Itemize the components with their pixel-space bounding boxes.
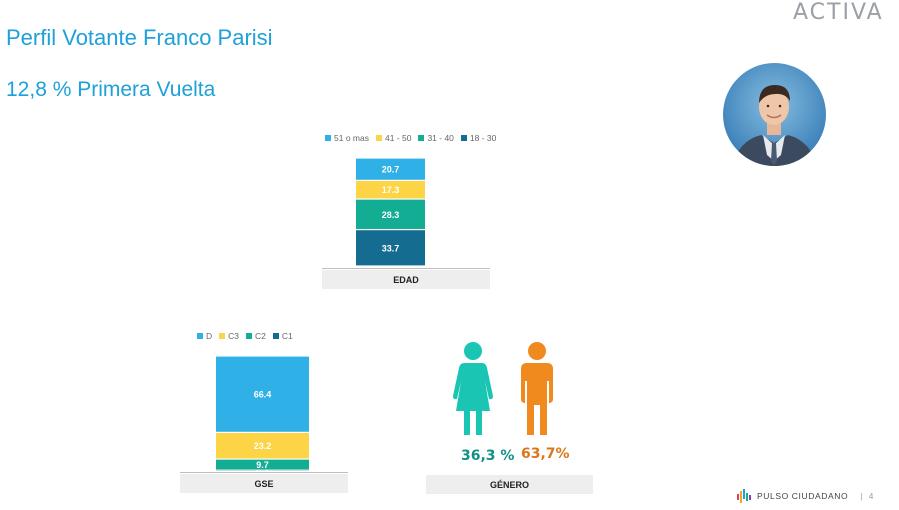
edad-bar-segment: [356, 158, 425, 180]
edad-bar-segment: [356, 180, 425, 199]
edad-legend: 51 o mas 41 - 50 31 - 40 18 - 30: [325, 133, 496, 143]
footer-brand: PULSO CIUDADANO: [757, 491, 849, 501]
gse-legend-label: C2: [255, 331, 266, 341]
edad-legend-item: 31 - 40: [418, 133, 454, 143]
gse-legend-item: C2: [246, 331, 266, 341]
edad-legend-swatch: [325, 135, 331, 141]
male-figure-icon: [521, 342, 553, 435]
gse-data-label: 9.7: [256, 460, 269, 470]
gse-legend-swatch: [197, 333, 203, 339]
gse-legend-swatch: [246, 333, 253, 339]
edad-legend-label: 31 - 40: [427, 133, 454, 143]
edad-data-label: 33.7: [382, 243, 400, 253]
gse-legend-item: C1: [272, 331, 293, 341]
gse-legend-label: C1: [281, 331, 293, 341]
female-percentage: 36,3 %: [461, 448, 515, 464]
edad-legend-swatch: [460, 135, 467, 141]
gse-axis: [180, 472, 348, 473]
edad-legend-label: 51 o mas: [334, 133, 369, 143]
edad-legend-swatch: [375, 135, 382, 141]
page-title: Perfil Votante Franco Parisi: [6, 25, 273, 50]
edad-data-label: 20.7: [382, 165, 400, 175]
edad-stacked-bar: 33.7 28.3 17.3 20.7: [356, 158, 425, 266]
page-number: 4: [868, 491, 874, 501]
edad-bar-segment: [356, 230, 425, 266]
edad-axis: [322, 268, 490, 269]
edad-data-label: 17.3: [382, 185, 400, 195]
gse-legend-label: D: [206, 331, 213, 341]
gse-stacked-bar: 0.39.723.266.4: [216, 356, 309, 471]
footer-separator: |: [860, 491, 863, 501]
gse-legend-swatch: [272, 333, 279, 339]
edad-bar-segment: [356, 199, 425, 230]
gse-legend-item: C3: [219, 331, 239, 341]
edad-label: EDAD: [322, 270, 490, 289]
female-figure-icon: [453, 342, 493, 435]
activa-logo: ACTIVA: [793, 0, 884, 25]
page-subtitle: 12,8 % Primera Vuelta: [6, 78, 216, 101]
gse-bar-segment: [216, 459, 309, 470]
edad-legend-item: 51 o mas: [325, 133, 369, 143]
pulso-bars-icon: [737, 489, 751, 503]
male-percentage: 63,7%: [521, 446, 570, 462]
edad-legend-item: 18 - 30: [460, 133, 497, 143]
gse-data-label: 23.2: [254, 441, 272, 451]
edad-legend-label: 18 - 30: [469, 133, 497, 143]
candidate-photo: [723, 63, 826, 166]
edad-legend-label: 41 - 50: [384, 133, 412, 143]
gse-legend: D C3 C2 C1: [197, 331, 293, 341]
gse-label: GSE: [180, 474, 348, 493]
edad-legend-item: 41 - 50: [375, 133, 412, 143]
edad-legend-swatch: [418, 135, 425, 141]
gse-legend-swatch: [219, 333, 226, 339]
gse-data-label: 66.4: [254, 390, 272, 400]
gse-bar-segment: [216, 432, 309, 459]
gse-legend-label: C3: [228, 331, 240, 341]
gse-bar-segment: [216, 356, 309, 432]
gse-legend-item: D: [197, 331, 212, 341]
genero-label: GÉNERO: [426, 475, 593, 494]
footer: PULSO CIUDADANO | 4: [737, 489, 874, 503]
edad-data-label: 28.3: [382, 210, 400, 220]
